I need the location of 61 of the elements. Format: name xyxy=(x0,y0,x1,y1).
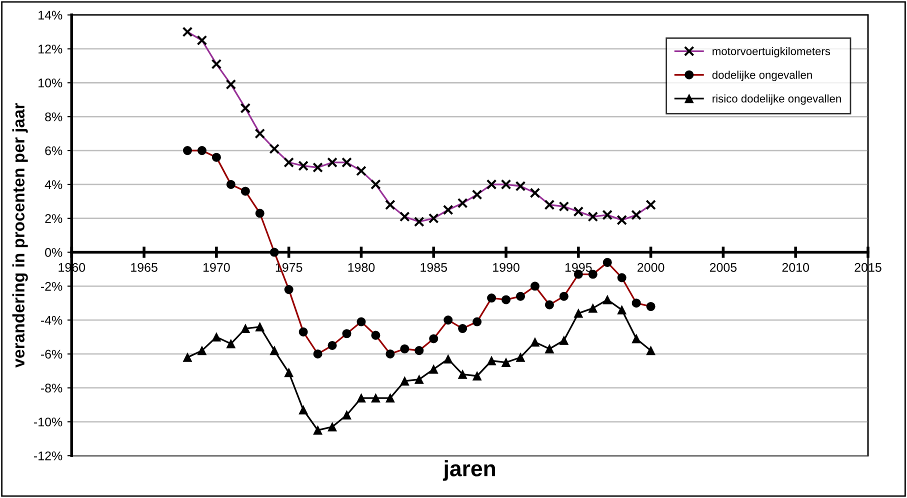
point xyxy=(487,356,496,366)
y-tick-label: -10% xyxy=(34,418,62,426)
legend-label: motorvoertuigkilometers xyxy=(712,47,830,58)
y-tick-label: 4% xyxy=(44,180,62,190)
point xyxy=(197,346,206,356)
point xyxy=(516,352,526,362)
legend-label: risico dodelijke ongevallen xyxy=(712,94,841,105)
x-tick-label: 2010 xyxy=(782,263,810,272)
point xyxy=(602,295,612,304)
point xyxy=(646,346,656,356)
point xyxy=(617,305,626,314)
point xyxy=(632,334,641,344)
y-axis-title: verandering in procenten per jaar xyxy=(12,103,28,368)
x-tick-label: 1995 xyxy=(565,263,592,272)
point xyxy=(386,394,395,403)
y-tick-label: 12% xyxy=(38,44,62,54)
point xyxy=(414,374,424,384)
point xyxy=(544,344,554,354)
point xyxy=(530,338,540,347)
point xyxy=(400,376,410,386)
y-tick-label: 2% xyxy=(45,214,62,223)
point xyxy=(240,324,250,334)
point xyxy=(255,322,264,332)
x-tick-label: 1970 xyxy=(203,263,230,272)
x-tick-label: 1980 xyxy=(348,263,375,272)
point xyxy=(270,346,279,356)
x-axis-title: jaren xyxy=(442,460,496,481)
y-tick-label: 10% xyxy=(38,78,62,88)
point xyxy=(226,339,236,348)
x-tick-label: 2000 xyxy=(638,263,664,272)
x-tick-label: 1985 xyxy=(420,263,448,272)
point xyxy=(212,332,221,342)
y-tick-label: 6% xyxy=(45,146,62,156)
y-tick-label: 14% xyxy=(38,10,62,20)
point xyxy=(502,358,511,367)
point xyxy=(429,364,438,374)
y-tick-label: -8% xyxy=(40,384,62,393)
point xyxy=(182,352,192,362)
y-tick-label: -2% xyxy=(40,282,62,291)
point xyxy=(458,370,468,379)
point xyxy=(356,394,366,403)
point xyxy=(472,371,482,381)
point xyxy=(574,308,583,318)
x-tick-label: 2005 xyxy=(710,263,737,272)
legend-label: dodelijke ongevallen xyxy=(712,70,812,82)
point xyxy=(342,410,352,420)
point xyxy=(298,405,308,414)
point xyxy=(559,336,568,345)
y-tick-label: -4% xyxy=(40,316,62,325)
point xyxy=(588,304,598,313)
point xyxy=(328,422,337,432)
x-tick-label: 1990 xyxy=(493,263,520,272)
point xyxy=(284,368,294,378)
y-tick-label: -6% xyxy=(40,350,62,359)
y-tick-label: 8% xyxy=(45,112,62,122)
y-tick-label: -12% xyxy=(34,451,62,460)
y-tick-label: 0% xyxy=(45,248,62,257)
point xyxy=(371,394,380,403)
x-tick-label: 1965 xyxy=(131,263,158,272)
point xyxy=(313,426,322,435)
point xyxy=(444,354,453,364)
